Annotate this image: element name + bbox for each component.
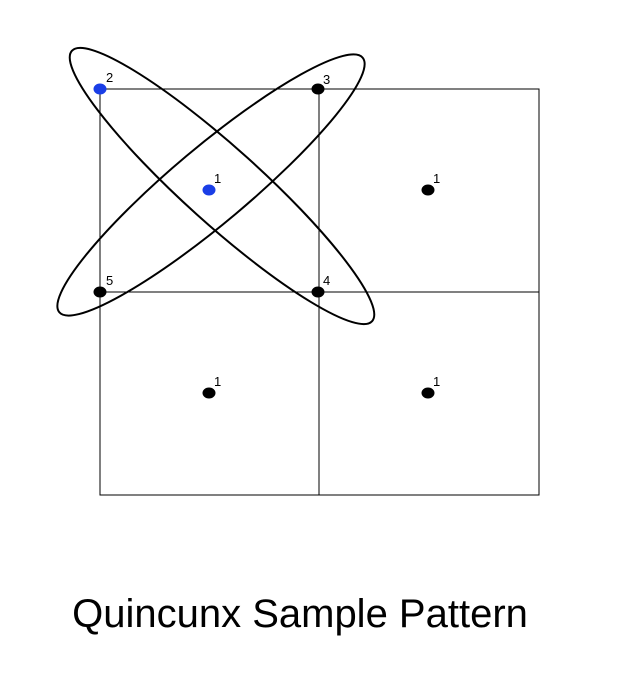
sample-dot — [202, 184, 216, 196]
sample-dot — [202, 387, 216, 399]
sample-label: 1 — [214, 171, 221, 186]
sample-dot — [311, 83, 325, 95]
sample-center-bottom-right: 1 — [421, 374, 440, 399]
sample-center-bottom-left: 1 — [202, 374, 221, 399]
sample-dot — [421, 387, 435, 399]
diagram-caption: Quincunx Sample Pattern — [72, 592, 528, 636]
ellipse-diagonal-2-4 — [68, 46, 376, 326]
sample-corner-2: 2 — [93, 70, 113, 95]
sample-corner-3: 3 — [311, 72, 330, 95]
sample-dot — [93, 286, 107, 298]
sample-label: 1 — [433, 171, 440, 186]
ellipse-diagonal-3-5 — [56, 53, 366, 317]
sample-corner-4: 4 — [311, 273, 330, 298]
sample-label: 3 — [323, 72, 330, 87]
sample-label: 5 — [106, 273, 113, 288]
sample-center-top-right: 1 — [421, 171, 440, 196]
sample-dot — [421, 184, 435, 196]
sample-label: 4 — [323, 273, 330, 288]
sample-label: 1 — [433, 374, 440, 389]
sample-label: 1 — [214, 374, 221, 389]
sample-center-1: 1 — [202, 171, 221, 196]
sample-corner-5: 5 — [93, 273, 113, 298]
sample-dot — [311, 286, 325, 298]
sample-dot — [93, 83, 107, 95]
sample-label: 2 — [106, 70, 113, 85]
pixel-cell-bottom-right — [318, 291, 540, 496]
